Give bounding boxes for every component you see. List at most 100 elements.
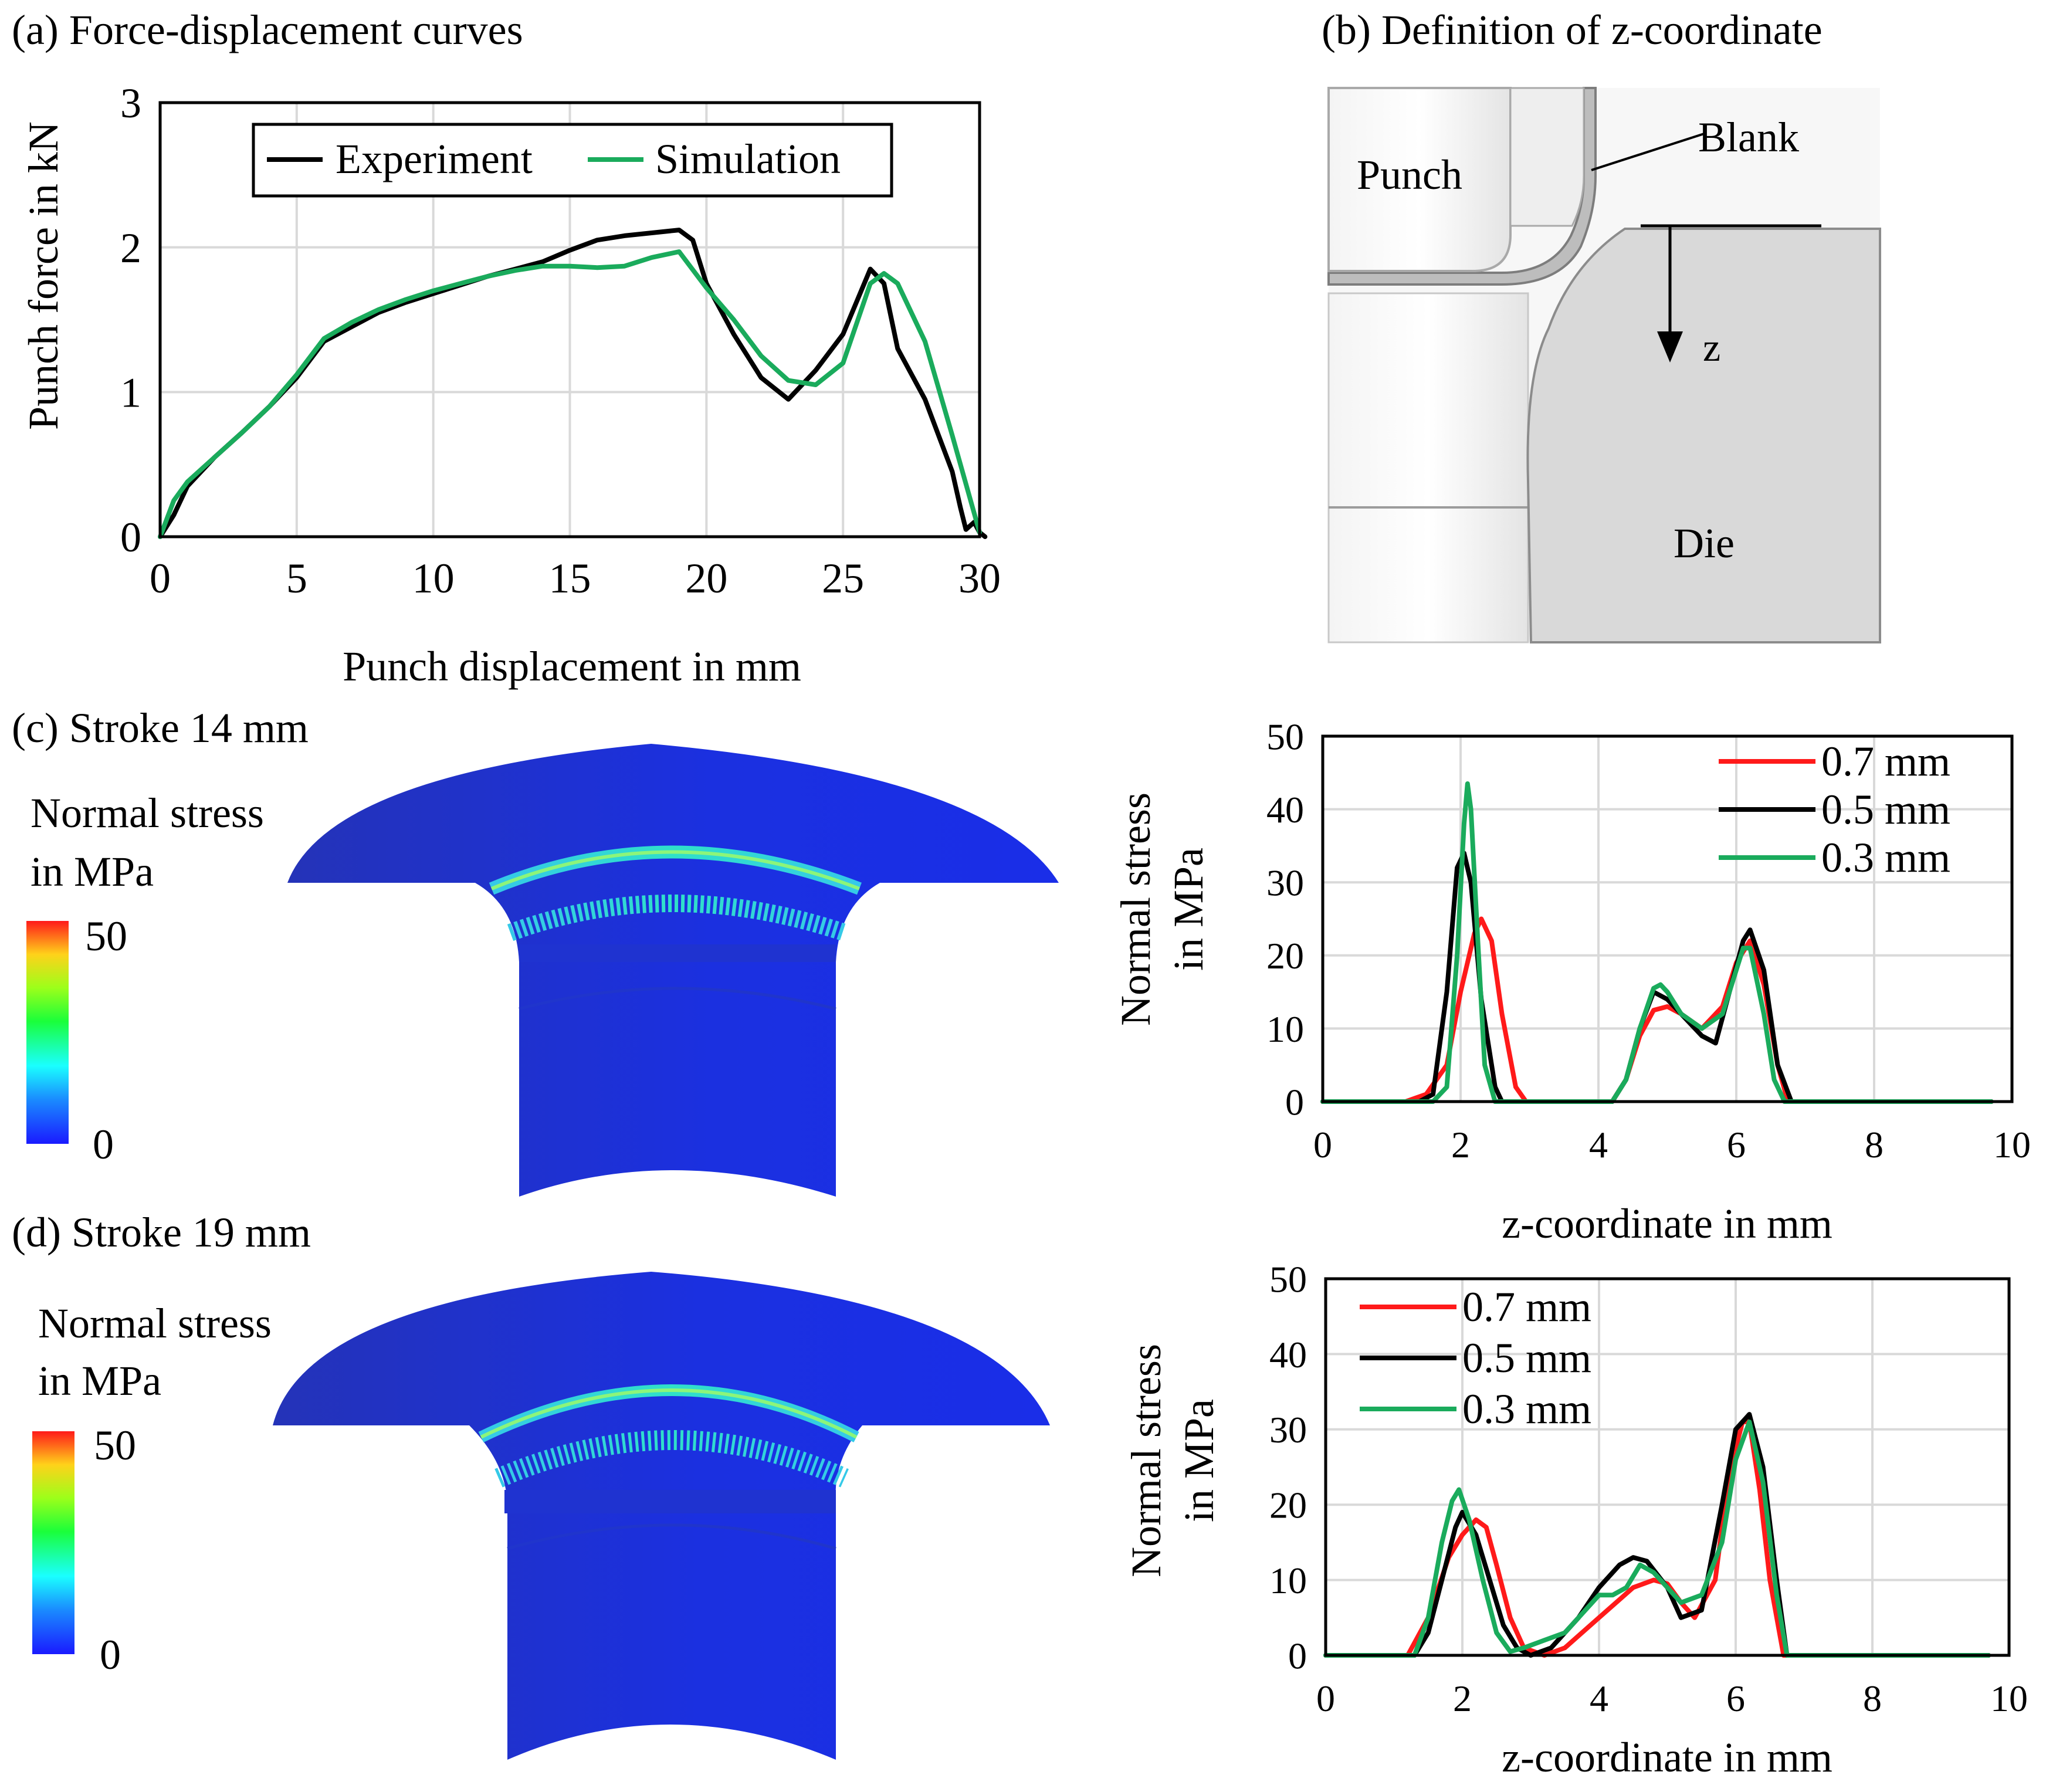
z-coordinate-schematic: Blank Punch Die z — [1327, 87, 1881, 643]
z-arrow-head — [1657, 331, 1683, 363]
y-tick-label: 50 — [1269, 1258, 1307, 1300]
die-shape — [1526, 228, 1881, 643]
plot-frame — [1324, 1277, 2011, 1657]
punch-lower-body — [1327, 292, 1529, 643]
chart-c: 0 2 4 6 8 10 0 10 20 30 40 50 — [1266, 716, 2031, 1166]
x-tick-label: 8 — [1865, 1124, 1884, 1166]
plot-area — [1323, 736, 2012, 1102]
colorbar-d — [32, 1431, 74, 1654]
legend-label-d-0.7: 0.7 mm — [1462, 1283, 1591, 1330]
colorbar-d-title-2: in MPa — [38, 1357, 161, 1404]
y-tick-label: 40 — [1266, 789, 1304, 831]
x-tick-label: 15 — [549, 555, 591, 602]
chart-c-ylabel-1: Normal stress — [1112, 792, 1159, 1026]
plot-frame — [158, 101, 981, 538]
chart-a-ylabel: Punch force in kN — [20, 121, 67, 430]
y-tick-label: 40 — [1269, 1334, 1307, 1376]
x-tick-label: 6 — [1726, 1678, 1745, 1719]
legend-label-c-0.3: 0.3 mm — [1821, 834, 1950, 881]
x-tick-label: 20 — [685, 555, 727, 602]
stress-ring-lower-c — [507, 895, 848, 941]
blank-sheet — [1327, 87, 1597, 286]
x-tick-label: 0 — [1313, 1124, 1332, 1166]
plot-frame — [1321, 734, 2014, 1103]
series-line-simulation — [158, 249, 982, 539]
fe-model-stroke-19 — [273, 1272, 1050, 1760]
colorbar-c — [26, 921, 69, 1144]
x-tick-label: 10 — [412, 555, 455, 602]
y-tick-label: 2 — [120, 225, 141, 272]
panel-b-title: (b) Definition of z-coordinate — [1322, 6, 1823, 53]
stress-ring-lower-d — [494, 1430, 849, 1488]
fe-seam-d — [507, 1523, 836, 1550]
panel-a-title: (a) Force-displacement curves — [12, 6, 523, 53]
x-tick-label: 10 — [1990, 1678, 2028, 1719]
x-tick-label: 2 — [1453, 1678, 1472, 1719]
chart-a-xlabel: Punch displacement in mm — [343, 643, 801, 690]
colorbar-c-min: 0 — [93, 1121, 114, 1168]
fe-model-stroke-14 — [287, 744, 1059, 1197]
x-tick-label: 0 — [1316, 1678, 1335, 1719]
x-tick-label: 0 — [150, 555, 171, 602]
panel-c-title: (c) Stroke 14 mm — [12, 704, 309, 751]
y-tick-label: 30 — [1269, 1409, 1307, 1451]
x-tick-label: 25 — [822, 555, 864, 602]
x-tick-label: 5 — [286, 555, 307, 602]
colorbar-c-title-2: in MPa — [31, 848, 154, 895]
chart-a-legend: Experiment Simulation — [252, 123, 893, 198]
blank-label: Blank — [1698, 114, 1799, 161]
fe-cup-shadow-c — [519, 944, 836, 962]
y-tick-label: 50 — [1266, 716, 1304, 757]
colorbar-c-max: 50 — [85, 913, 127, 960]
y-tick-label: 3 — [120, 80, 141, 127]
colorbar-d-max: 50 — [94, 1422, 136, 1469]
y-tick-label: 30 — [1266, 862, 1304, 904]
legend-box — [252, 123, 893, 198]
stress-ring-upper-core-d — [480, 1388, 858, 1439]
y-tick-label: 0 — [1288, 1635, 1307, 1676]
y-tick-label: 10 — [1269, 1560, 1307, 1601]
colorbar-d-title-1: Normal stress — [38, 1300, 272, 1347]
panel-d-title: (d) Stroke 19 mm — [12, 1209, 311, 1256]
punch-upper-block — [1327, 87, 1512, 272]
chart-d-legend: 0.7 mm 0.5 mm 0.3 mm — [1360, 1283, 1591, 1432]
y-tick-label: 1 — [120, 370, 141, 416]
fe-cup-shape-c — [287, 744, 1059, 1197]
chart-d-ylabel-2: in MPa — [1176, 1399, 1222, 1522]
legend-label-simulation: Simulation — [655, 135, 841, 182]
x-tick-label: 30 — [958, 555, 1001, 602]
y-tick-label: 10 — [1266, 1008, 1304, 1050]
chart-d-ylabel-1: Normal stress — [1123, 1344, 1170, 1577]
series-line-0.5-mm — [1323, 1412, 1991, 1658]
x-tick-label: 2 — [1451, 1124, 1470, 1166]
legend-label-experiment: Experiment — [336, 135, 533, 182]
punch-nose — [1509, 87, 1585, 227]
x-tick-label: 6 — [1727, 1124, 1746, 1166]
legend-label-d-0.3: 0.3 mm — [1462, 1386, 1591, 1432]
y-tick-label: 20 — [1266, 935, 1304, 977]
x-tick-label: 10 — [1993, 1124, 2031, 1166]
fe-seam-c — [519, 987, 836, 1011]
legend-label-d-0.5: 0.5 mm — [1462, 1334, 1591, 1381]
stress-ring-upper-core-c — [490, 850, 861, 890]
colorbar-c-title-1: Normal stress — [31, 790, 264, 836]
chart-c-ylabel-2: in MPa — [1165, 848, 1212, 971]
chart-c-legend: 0.7 mm 0.5 mm 0.3 mm — [1719, 738, 1950, 881]
legend-label-c-0.5: 0.5 mm — [1821, 786, 1950, 833]
legend-label-c-0.7: 0.7 mm — [1821, 738, 1950, 785]
y-tick-label: 20 — [1269, 1485, 1307, 1526]
x-tick-label: 4 — [1589, 1124, 1608, 1166]
chart-c-xlabel: z-coordinate in mm — [1502, 1200, 1832, 1247]
fe-cup-shadow-d — [504, 1490, 836, 1513]
series-line-0.3-mm — [1323, 1420, 1991, 1658]
fe-cup-shape-d — [273, 1272, 1050, 1760]
y-tick-label: 0 — [120, 514, 141, 561]
colorbar-d-min: 0 — [100, 1631, 121, 1678]
punch-label: Punch — [1357, 151, 1462, 198]
blank-leader-line — [1591, 133, 1705, 171]
chart-d-xlabel: z-coordinate in mm — [1502, 1734, 1832, 1781]
y-tick-label: 0 — [1285, 1081, 1304, 1123]
x-tick-label: 4 — [1590, 1678, 1608, 1719]
die-label: Die — [1674, 520, 1735, 567]
